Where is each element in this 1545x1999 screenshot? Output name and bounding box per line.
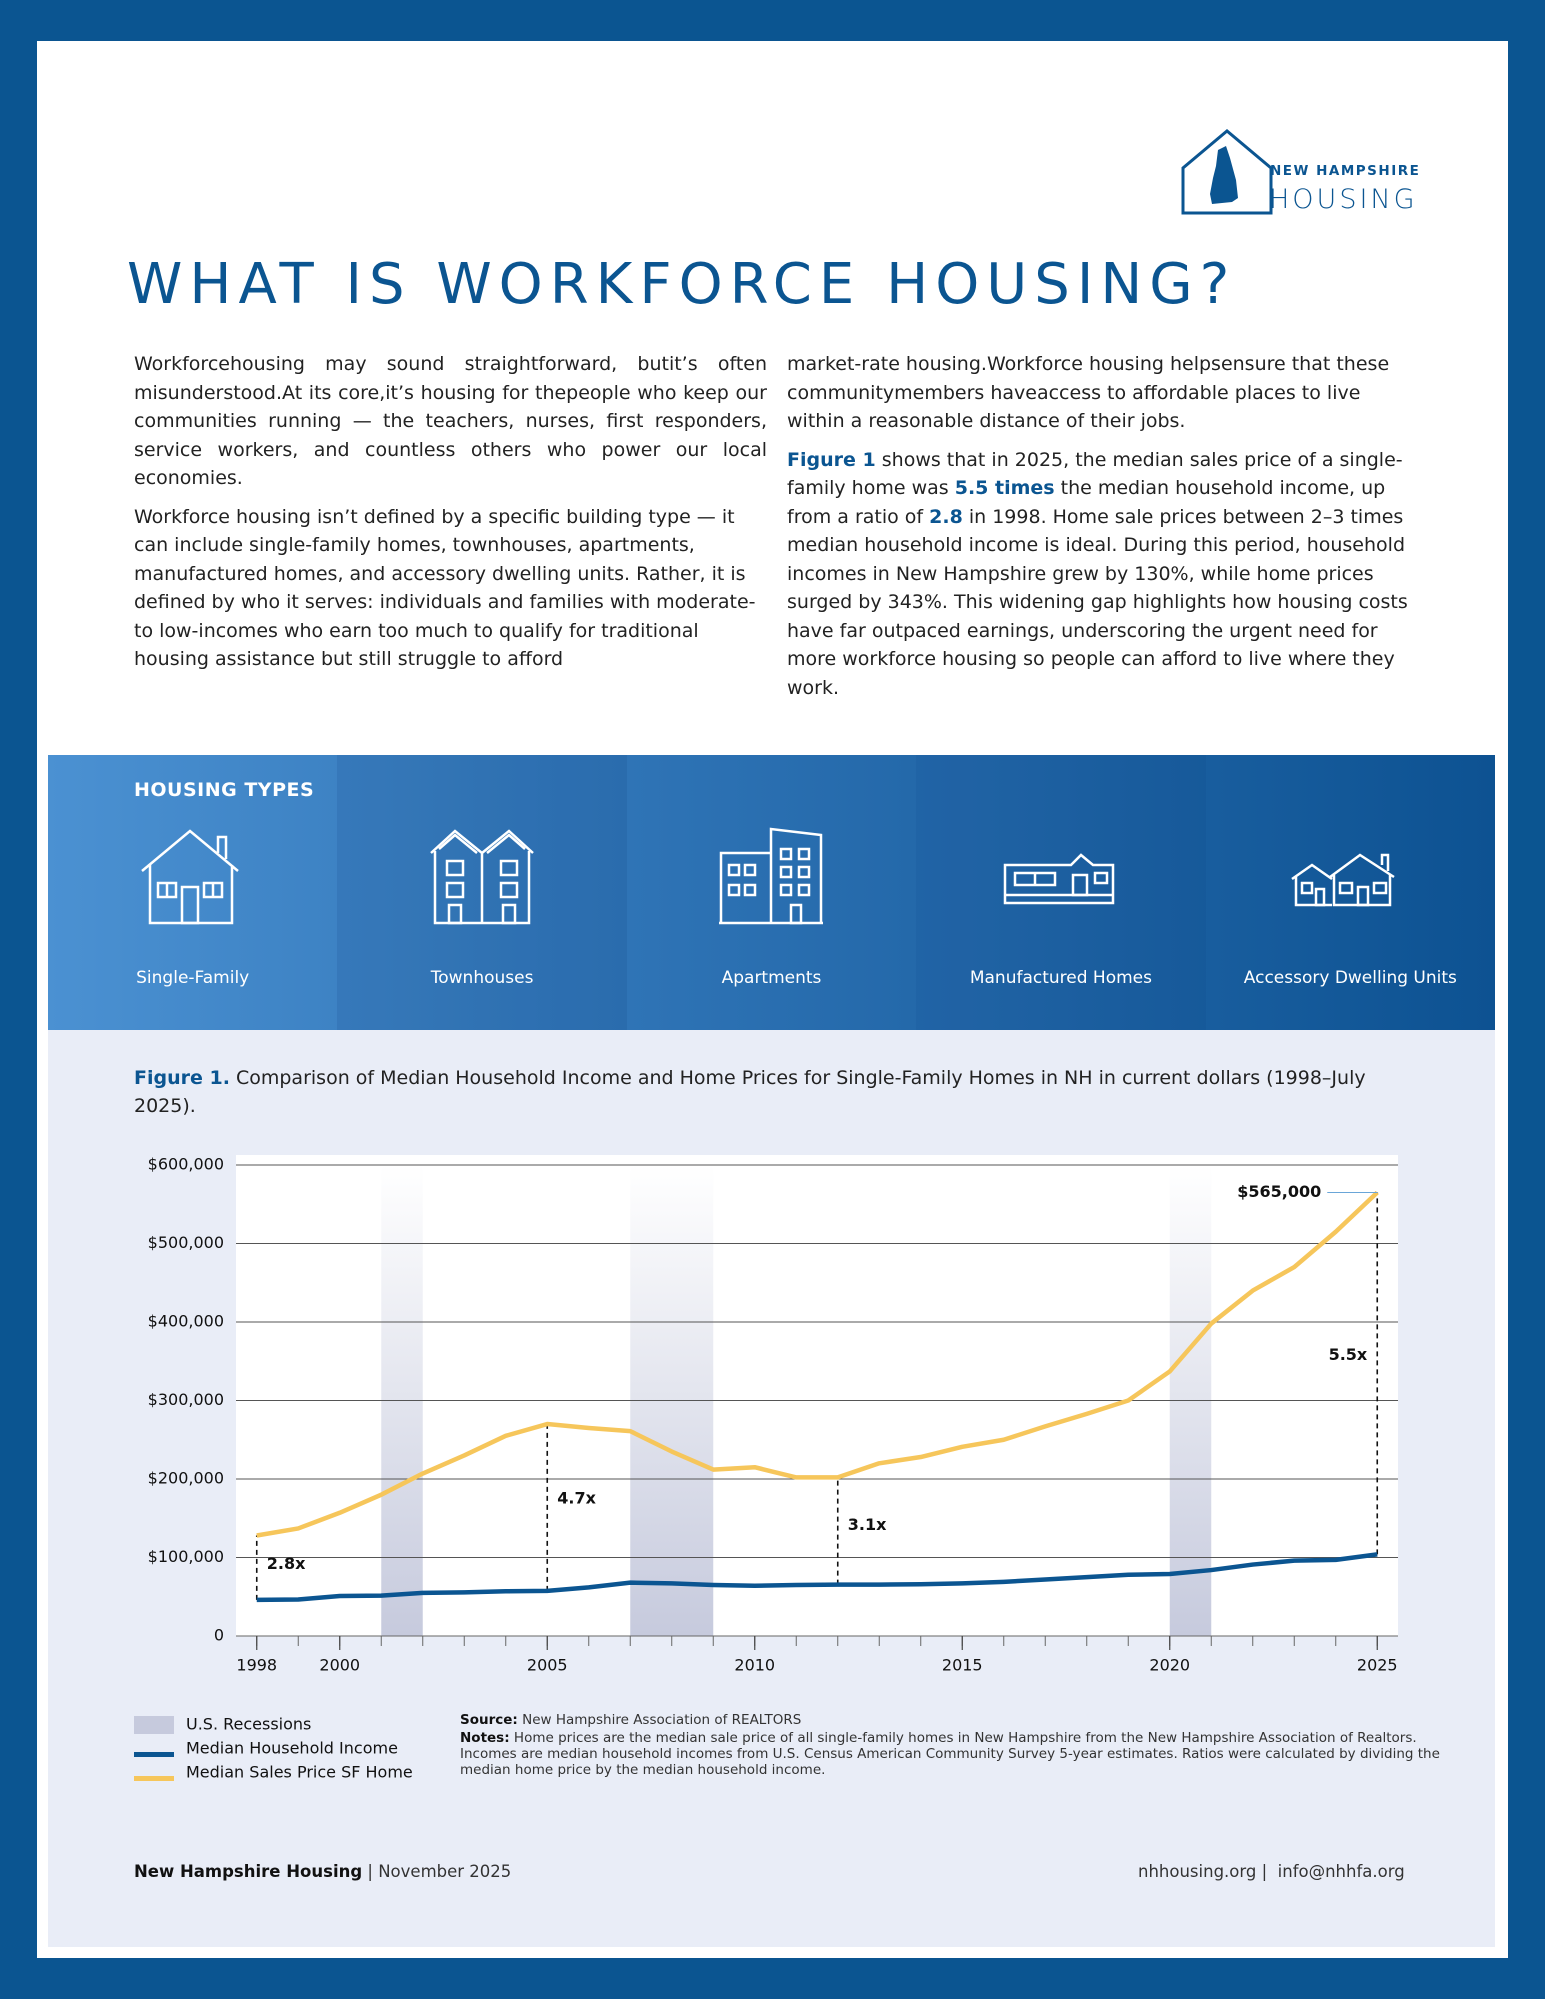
intro-right: market-rate housing.Workforce housing he… bbox=[787, 350, 1412, 712]
housing-type: Townhouses bbox=[337, 755, 627, 1030]
housing-type-label: Townhouses bbox=[430, 968, 534, 988]
series-line bbox=[256, 1190, 1379, 1538]
text-run: the median household income, up from a r… bbox=[787, 477, 1386, 528]
y-tick-label: $100,000 bbox=[148, 1547, 224, 1566]
y-tick-label: $400,000 bbox=[148, 1312, 224, 1331]
text-run: Workforce housing isn’t defined by a spe… bbox=[134, 505, 756, 671]
icon-townhouses bbox=[430, 829, 534, 925]
logo-state bbox=[1210, 146, 1238, 204]
logo-house bbox=[1181, 129, 1273, 215]
ratio-label: 2.8x bbox=[267, 1554, 306, 1573]
legend-swatch bbox=[134, 1716, 174, 1734]
ratio-label: 4.7x bbox=[557, 1489, 596, 1508]
y-tick-label: $500,000 bbox=[148, 1233, 224, 1252]
paragraph: Figure 1 shows that in 2025, the median … bbox=[787, 446, 1412, 703]
legend-swatch bbox=[134, 1776, 174, 1781]
source: Source: New Hampshire Association of REA… bbox=[460, 1712, 1450, 1728]
housing-type: Accessory Dwelling Units bbox=[1206, 755, 1495, 1030]
x-tick-label: 2005 bbox=[527, 1656, 568, 1675]
icon-single-family bbox=[140, 829, 239, 925]
housing-type-label: Manufactured Homes bbox=[969, 968, 1152, 988]
ratio-label: 3.1x bbox=[848, 1515, 887, 1534]
paragraph: Workforce housing isn’t defined by a spe… bbox=[134, 503, 767, 674]
paragraph: market-rate housing.Workforce housing he… bbox=[787, 350, 1412, 436]
chart: 0 $100,000 $200,000 $300,000 $400,000 $500,00… bbox=[134, 1155, 1398, 1782]
legend-label: Median Household Income bbox=[186, 1739, 398, 1758]
logo-line2: HOUSING bbox=[1269, 184, 1418, 215]
series-line bbox=[256, 1552, 1378, 1603]
y-tick-label: 0 bbox=[214, 1626, 224, 1645]
housing-types-heading: HOUSING TYPES bbox=[134, 779, 315, 801]
x-tick-label: 2020 bbox=[1149, 1656, 1190, 1675]
housing-type: Manufactured Homes bbox=[916, 755, 1206, 1030]
x-tick-label: 2000 bbox=[319, 1656, 360, 1675]
emphasis: Figure 1. bbox=[134, 1067, 230, 1089]
ratio-label: 5.5x bbox=[1329, 1345, 1368, 1364]
y-tick-label: $300,000 bbox=[148, 1390, 224, 1409]
notes: Source: New Hampshire Association of REA… bbox=[460, 1712, 1450, 1780]
x-tick-label: 1998 bbox=[236, 1656, 277, 1675]
source-heading: Source: bbox=[460, 1712, 518, 1728]
housing-type-label: Accessory Dwelling Units bbox=[1243, 968, 1457, 988]
housing-type-label: Apartments bbox=[721, 968, 822, 988]
notes-heading: Notes: bbox=[460, 1730, 510, 1746]
x-tick-label: 2025 bbox=[1357, 1656, 1398, 1675]
housing-type-label: Single-Family bbox=[136, 968, 250, 988]
icon-manufactured bbox=[1003, 853, 1115, 905]
y-tick-label: $600,000 bbox=[148, 1155, 224, 1174]
intro-left: Workforcehousing may sound straightforwa… bbox=[134, 350, 767, 684]
paragraph: Workforcehousing may sound straightforwa… bbox=[134, 350, 767, 493]
text-run: in 1998. Home sale prices between 2–3 ti… bbox=[787, 505, 1408, 699]
value-label: $565,000 bbox=[1237, 1182, 1321, 1201]
footer-email: info@nhhfa.org bbox=[1277, 1862, 1405, 1881]
text-run: Comparison of Median Household Income an… bbox=[134, 1067, 1366, 1117]
x-tick-label: 2010 bbox=[734, 1656, 775, 1675]
figure-caption: Figure 1. Comparison of Median Household… bbox=[134, 1064, 1374, 1120]
emphasis: Figure 1 bbox=[787, 448, 876, 471]
text-run: shows that in 2025, the median sales pri… bbox=[787, 448, 1403, 500]
housing-type: Apartments bbox=[627, 755, 916, 1030]
notes-text: Home prices are the median sale price of… bbox=[460, 1730, 1440, 1778]
title: WHAT IS WORKFORCE HOUSING? bbox=[127, 252, 1237, 317]
icon-adu bbox=[1291, 853, 1396, 907]
footer-right: nhhousing.org | info@nhhfa.org bbox=[1138, 1862, 1405, 1881]
legend-label: U.S. Recessions bbox=[186, 1715, 311, 1734]
footer-date: | November 2025 bbox=[367, 1862, 512, 1881]
emphasis: 2.8 bbox=[929, 505, 963, 528]
icon-apartments bbox=[718, 827, 823, 925]
y-tick-label: $200,000 bbox=[148, 1469, 224, 1488]
notes-block: Notes: Home prices are the median sale p… bbox=[460, 1730, 1450, 1778]
source-text: New Hampshire Association of REALTORS bbox=[522, 1712, 802, 1728]
footer-website: nhhousing.org | bbox=[1138, 1862, 1268, 1881]
footer-org: New Hampshire Housing bbox=[134, 1862, 363, 1881]
x-tick-label: 2015 bbox=[942, 1656, 983, 1675]
legend-swatch bbox=[134, 1752, 174, 1757]
legend-label: Median Sales Price SF Home bbox=[186, 1763, 413, 1782]
housing-type: Single-Family bbox=[48, 755, 337, 1030]
emphasis: 5.5 times bbox=[954, 477, 1055, 499]
footer-left: New Hampshire Housing | November 2025 bbox=[134, 1862, 511, 1881]
text-run: Workforcehousing may sound straightforwa… bbox=[134, 353, 767, 489]
housing-types: Single-Family Townhouses Apartments bbox=[48, 755, 1495, 1030]
logo-line1: NEW HAMPSHIRE bbox=[1270, 163, 1420, 179]
logo: NEW HAMPSHIRE HOUSING bbox=[1181, 129, 1420, 215]
text-run: market-rate housing.Workforce housing he… bbox=[787, 353, 1390, 432]
